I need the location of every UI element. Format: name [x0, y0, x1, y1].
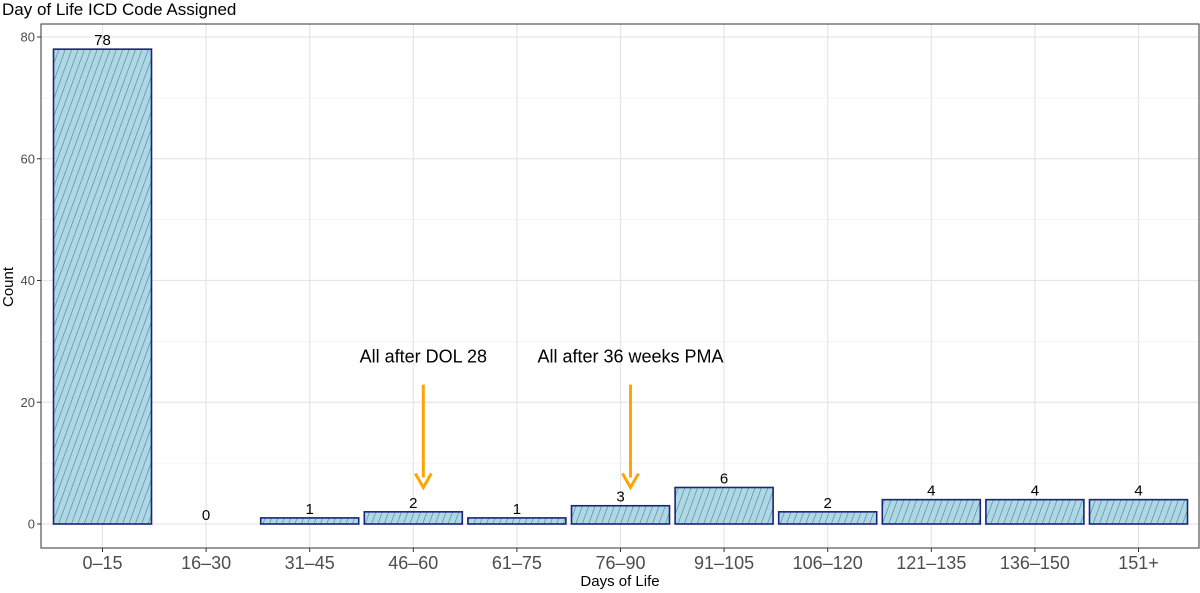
- bar: [52, 48, 153, 525]
- y-axis-ticks: 0 20 40 60 80: [21, 30, 41, 532]
- annotation-arrow-head: [621, 472, 640, 491]
- y-tick-label: 80: [21, 30, 35, 45]
- annotation-text: All after DOL 28: [360, 347, 487, 367]
- chart-title: Day of Life ICD Code Assigned: [2, 0, 236, 19]
- bar-value-label: 3: [616, 489, 624, 506]
- y-tick-label: 20: [21, 395, 35, 410]
- bar: [363, 511, 464, 525]
- bar-value-label: 0: [202, 507, 210, 524]
- bar: [1088, 498, 1189, 525]
- bars: [52, 48, 1189, 525]
- grid-lines: [41, 24, 1199, 548]
- x-tick-label: 76–90: [595, 553, 645, 573]
- annotation-text: All after 36 weeks PMA: [537, 347, 723, 367]
- x-tick-label: 136–150: [1000, 553, 1070, 573]
- bar: [570, 504, 671, 525]
- x-tick-label: 46–60: [388, 553, 438, 573]
- x-tick-label: 61–75: [492, 553, 542, 573]
- bar-value-label: 6: [720, 470, 728, 487]
- x-tick-label: 121–135: [896, 553, 966, 573]
- x-axis-title: Days of Life: [580, 573, 659, 590]
- x-tick-label: 106–120: [793, 553, 863, 573]
- x-tick-label: 151+: [1118, 553, 1159, 573]
- bar-value-label: 2: [409, 495, 417, 512]
- bar-value-label: 4: [1134, 483, 1142, 500]
- x-tick-label: 91–105: [694, 553, 754, 573]
- bar: [985, 498, 1085, 525]
- bar: [259, 517, 360, 525]
- annotation-arrow-head: [413, 472, 433, 491]
- bar-value-labels: 78 0 1 2 1 3 6 2 4 4 4: [94, 32, 1143, 524]
- y-tick-label: 40: [21, 273, 35, 288]
- annotations: All after DOL 28 All after 36 weeks PMA: [360, 347, 724, 491]
- x-axis-ticks: 0–15 16–30 31–45 46–60 61–75 76–90 91–105 106–1…: [82, 548, 1159, 573]
- bar-value-label: 2: [824, 495, 832, 512]
- x-tick-label: 31–45: [285, 553, 335, 573]
- y-axis-title: Count: [0, 266, 17, 307]
- bar-value-label: 4: [1031, 483, 1039, 500]
- x-tick-label: 16–30: [181, 553, 231, 573]
- x-tick-label: 0–15: [82, 553, 122, 573]
- bar-value-label: 1: [306, 501, 314, 518]
- bar: [777, 511, 878, 525]
- y-tick-label: 0: [28, 517, 35, 532]
- bar: [881, 498, 982, 525]
- bar-value-label: 78: [94, 32, 111, 49]
- bar: [674, 486, 774, 525]
- bar-value-label: 1: [513, 501, 521, 518]
- y-tick-label: 60: [21, 151, 35, 166]
- bar: [467, 517, 567, 525]
- bar-value-label: 4: [927, 483, 935, 500]
